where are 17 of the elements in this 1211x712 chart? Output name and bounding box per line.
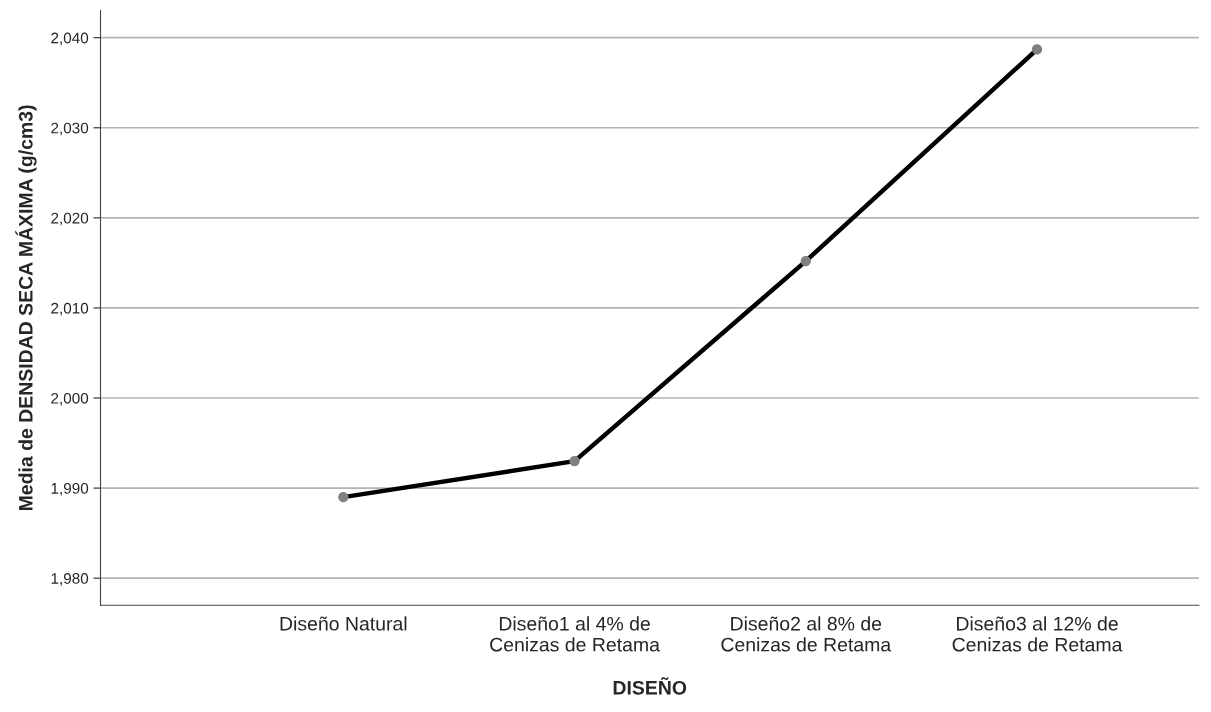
point bbox=[800, 255, 811, 267]
y-tick-label: 2,020 bbox=[51, 212, 89, 226]
point bbox=[569, 455, 580, 467]
y-tick-label: 1,990 bbox=[51, 482, 89, 496]
y-axis-title: Media de DENSIDAD SECA MÁXIMA (g/cm3) bbox=[15, 105, 37, 511]
y-tick-label: 2,040 bbox=[51, 32, 89, 46]
y-tick-label: 1,980 bbox=[51, 573, 89, 586]
x-tick-label: Diseño2 al 8% de Cenizas de Retama bbox=[721, 616, 892, 652]
x-axis-title: DISEÑO bbox=[613, 677, 687, 695]
x-tick-label: Diseño1 al 4% de Cenizas de Retama bbox=[490, 616, 660, 652]
point bbox=[1031, 44, 1043, 55]
x-tick-label: Diseño3 al 12% de Cenizas de Retama bbox=[952, 616, 1123, 652]
point bbox=[338, 491, 349, 503]
x-tick-label: Diseño Natural bbox=[280, 616, 407, 631]
y-tick-label: 2,030 bbox=[51, 122, 89, 136]
y-tick-label: 2,000 bbox=[51, 392, 89, 406]
y-tick-label: 2,010 bbox=[51, 302, 89, 316]
